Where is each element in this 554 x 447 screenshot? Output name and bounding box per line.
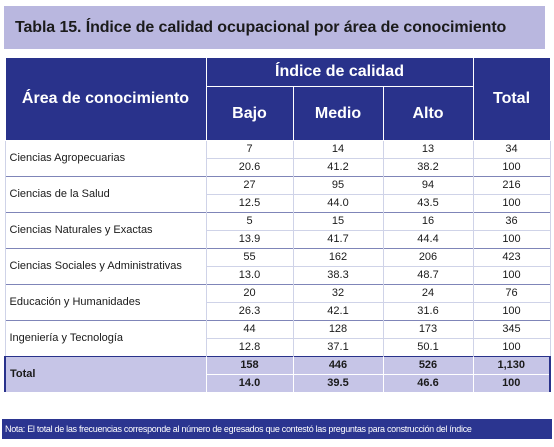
cell-freq-bajo: 44 — [205, 320, 294, 339]
cell-freq-alto: 94 — [382, 176, 474, 195]
cell-freq-bajo: 55 — [205, 248, 294, 267]
table-row: Ciencias Sociales y Administrativas 55 1… — [4, 248, 551, 285]
table-note: Nota: El total de las frecuencias corres… — [2, 419, 552, 439]
cell-pct-bajo: 20.6 — [205, 158, 294, 177]
cell-freq-total: 76 — [472, 284, 551, 303]
cell-pct-alto: 48.7 — [382, 266, 474, 285]
total-pct-medio: 39.5 — [292, 374, 384, 392]
total-freq-total: 1,130 — [472, 356, 551, 375]
table-row: Ciencias Agropecuarias 7 14 13 34 — [4, 140, 551, 177]
quality-index-table: Área de conocimiento Índice de calidad T… — [4, 57, 551, 392]
header-quality-index: Índice de calidad — [205, 57, 474, 87]
cell-freq-bajo: 27 — [205, 176, 294, 195]
total-pct-alto: 46.6 — [382, 374, 474, 392]
table-row: Educación y Humanidades 20 32 24 76 — [4, 284, 551, 321]
cell-pct-bajo: 13.0 — [205, 266, 294, 285]
cell-freq-bajo: 5 — [205, 212, 294, 231]
cell-freq-bajo: 20 — [205, 284, 294, 303]
cell-pct-total: 100 — [472, 338, 551, 357]
cell-freq-medio: 15 — [292, 212, 384, 231]
area-label: Ingeniería y Tecnología — [4, 320, 207, 357]
cell-freq-total: 36 — [472, 212, 551, 231]
cell-pct-alto: 43.5 — [382, 194, 474, 213]
total-freq-bajo: 158 — [205, 356, 294, 375]
cell-freq-medio: 14 — [292, 140, 384, 159]
area-label: Educación y Humanidades — [4, 284, 207, 321]
cell-pct-bajo: 13.9 — [205, 230, 294, 249]
cell-pct-alto: 31.6 — [382, 302, 474, 321]
cell-freq-alto: 24 — [382, 284, 474, 303]
header-area: Área de conocimiento — [4, 57, 207, 141]
header-medio: Medio — [292, 86, 384, 141]
cell-pct-bajo: 12.5 — [205, 194, 294, 213]
area-label: Ciencias Naturales y Exactas — [4, 212, 207, 249]
table-row: Ingeniería y Tecnología 44 128 173 345 — [4, 320, 551, 357]
cell-freq-total: 34 — [472, 140, 551, 159]
header-total: Total — [472, 57, 551, 141]
cell-pct-medio: 37.1 — [292, 338, 384, 357]
total-freq-alto: 526 — [382, 356, 474, 375]
cell-freq-alto: 13 — [382, 140, 474, 159]
cell-pct-alto: 44.4 — [382, 230, 474, 249]
area-label: Ciencias Sociales y Administrativas — [4, 248, 207, 285]
area-label: Ciencias Agropecuarias — [4, 140, 207, 177]
cell-pct-total: 100 — [472, 302, 551, 321]
table-title-bar: Tabla 15. Índice de calidad ocupacional … — [4, 6, 545, 49]
cell-freq-total: 345 — [472, 320, 551, 339]
total-pct-total: 100 — [472, 374, 551, 392]
cell-freq-alto: 16 — [382, 212, 474, 231]
cell-pct-medio: 41.2 — [292, 158, 384, 177]
cell-pct-medio: 41.7 — [292, 230, 384, 249]
cell-pct-total: 100 — [472, 158, 551, 177]
table-row: Ciencias de la Salud 27 95 94 216 — [4, 176, 551, 213]
table-row: 26.3 42.1 31.6 100 — [5, 302, 551, 321]
cell-pct-medio: 42.1 — [292, 302, 384, 321]
table-row: 20.6 41.2 38.2 100 — [5, 158, 551, 177]
total-pct-bajo: 14.0 — [205, 374, 294, 392]
cell-freq-total: 423 — [472, 248, 551, 267]
total-row: 14.0 39.5 46.6 100 — [5, 374, 551, 392]
cell-pct-bajo: 12.8 — [205, 338, 294, 357]
table-title: Tabla 15. Índice de calidad ocupacional … — [15, 18, 507, 36]
cell-freq-bajo: 7 — [205, 140, 294, 159]
cell-freq-medio: 128 — [292, 320, 384, 339]
cell-freq-medio: 162 — [292, 248, 384, 267]
table-row: Ciencias Naturales y Exactas 5 15 16 36 — [4, 212, 551, 249]
table-row: 12.8 37.1 50.1 100 — [5, 338, 551, 357]
cell-pct-total: 100 — [472, 266, 551, 285]
table-row: 13.0 38.3 48.7 100 — [5, 266, 551, 285]
cell-pct-total: 100 — [472, 230, 551, 249]
cell-pct-alto: 50.1 — [382, 338, 474, 357]
cell-freq-medio: 95 — [292, 176, 384, 195]
cell-pct-medio: 44.0 — [292, 194, 384, 213]
cell-freq-alto: 206 — [382, 248, 474, 267]
total-row: Total 158 446 526 1,130 — [4, 356, 551, 392]
cell-freq-medio: 32 — [292, 284, 384, 303]
header-bajo: Bajo — [205, 86, 294, 141]
cell-freq-alto: 173 — [382, 320, 474, 339]
cell-freq-total: 216 — [472, 176, 551, 195]
table-row: 13.9 41.7 44.4 100 — [5, 230, 551, 249]
cell-pct-total: 100 — [472, 194, 551, 213]
cell-pct-medio: 38.3 — [292, 266, 384, 285]
cell-pct-bajo: 26.3 — [205, 302, 294, 321]
table-row: 12.5 44.0 43.5 100 — [5, 194, 551, 213]
area-label: Ciencias de la Salud — [4, 176, 207, 213]
total-freq-medio: 446 — [292, 356, 384, 375]
header-alto: Alto — [382, 86, 474, 141]
total-label: Total — [4, 356, 207, 392]
cell-pct-alto: 38.2 — [382, 158, 474, 177]
